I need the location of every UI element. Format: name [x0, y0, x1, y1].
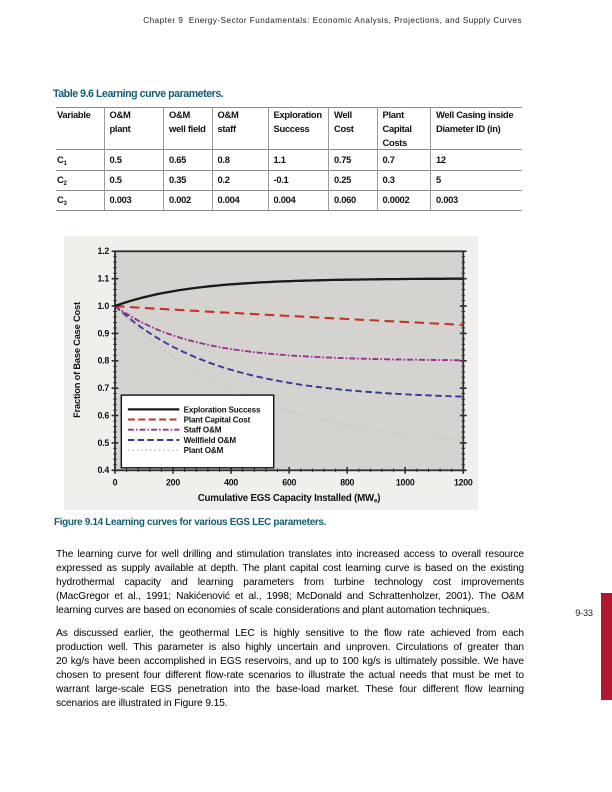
svg-text:800: 800	[340, 477, 354, 487]
svg-text:200: 200	[166, 477, 180, 487]
svg-text:600: 600	[282, 477, 296, 487]
svg-text:1000: 1000	[396, 477, 415, 487]
svg-text:0.9: 0.9	[98, 328, 110, 338]
svg-text:Exploration Success: Exploration Success	[184, 405, 261, 414]
svg-text:0.8: 0.8	[98, 356, 110, 366]
svg-text:0.4: 0.4	[98, 465, 110, 475]
svg-text:Staff O&M: Staff O&M	[184, 426, 222, 435]
svg-text:0.7: 0.7	[98, 383, 110, 393]
svg-text:1.1: 1.1	[98, 274, 110, 284]
svg-text:400: 400	[224, 477, 238, 487]
svg-text:0.5: 0.5	[98, 438, 110, 448]
svg-text:Cumulative EGS Capacity Instal: Cumulative EGS Capacity Installed (MWe)	[198, 493, 380, 505]
svg-text:Wellfield O&M: Wellfield O&M	[184, 436, 237, 445]
svg-text:Plant O&M: Plant O&M	[184, 446, 224, 455]
svg-text:Plant Capital Cost: Plant Capital Cost	[184, 416, 251, 425]
svg-text:0.6: 0.6	[98, 410, 110, 420]
svg-text:1.0: 1.0	[98, 301, 110, 311]
svg-text:1.2: 1.2	[98, 246, 110, 256]
svg-text:0: 0	[113, 477, 118, 487]
svg-text:Fraction of Base Case Cost: Fraction of Base Case Cost	[72, 302, 82, 418]
svg-text:1200: 1200	[454, 477, 473, 487]
